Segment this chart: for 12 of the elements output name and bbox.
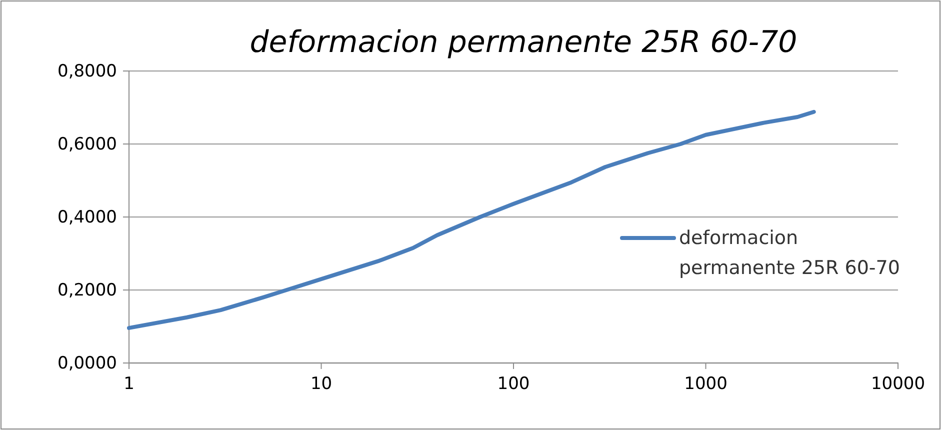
x-tick-label: 100	[497, 374, 530, 394]
x-tick-label: 1	[124, 374, 134, 394]
x-tick-label: 1000	[684, 374, 728, 394]
x-tick-label: 10000	[870, 374, 926, 394]
y-tick-label: 0,6000	[58, 134, 117, 154]
y-tick-label: 0,0000	[58, 353, 117, 374]
y-tick-label: 0,8000	[58, 61, 117, 82]
y-tick-label: 0,2000	[58, 280, 117, 300]
x-tick-label: 10	[310, 374, 332, 394]
y-tick-label: 0,4000	[58, 207, 117, 228]
legend-label: deformacion permanente 25R 60-70	[679, 227, 900, 279]
chart-title: deformacion permanente 25R 60-70	[250, 25, 798, 60]
